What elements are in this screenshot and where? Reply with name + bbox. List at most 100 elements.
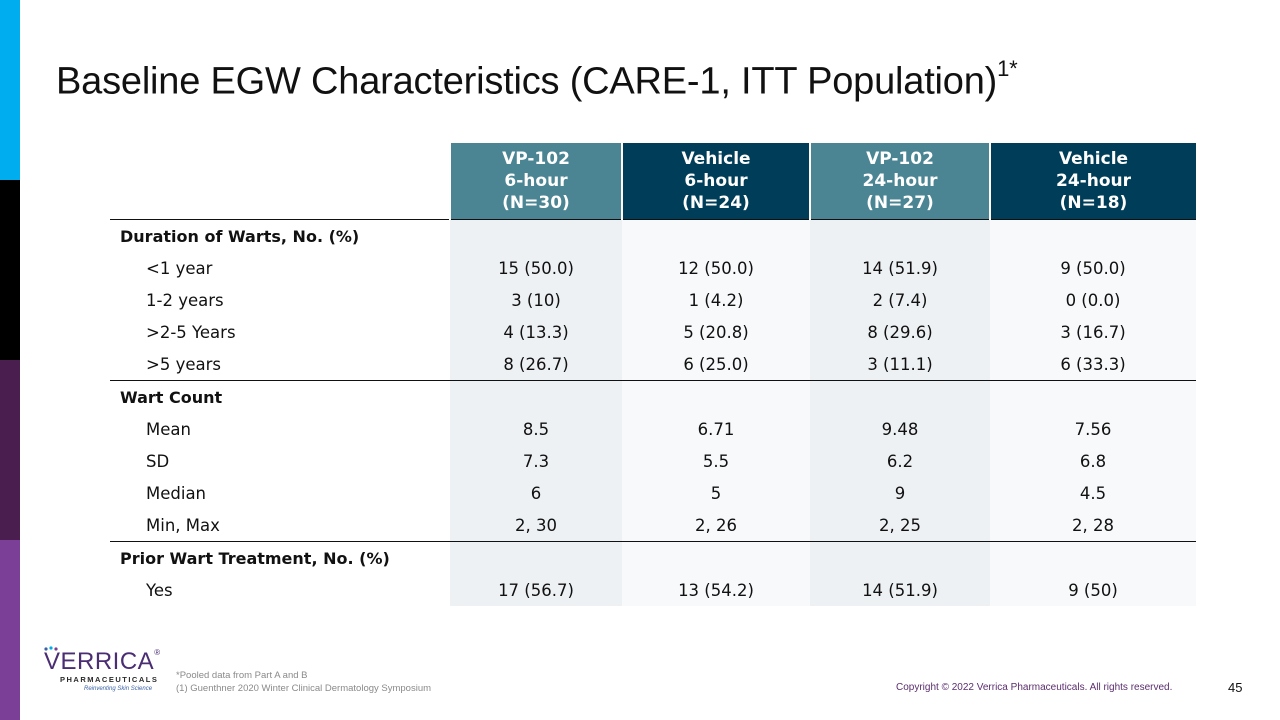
table-row: SD 7.3 5.5 6.2 6.8 (110, 445, 1196, 477)
table-row: Median 6 5 9 4.5 (110, 477, 1196, 509)
logo-name: VERRICA (44, 648, 155, 675)
value-cell: 5 (20.8) (622, 316, 810, 348)
value-cell: 7.56 (990, 413, 1196, 445)
row-label: <1 year (146, 258, 213, 278)
title-superscript: 1* (997, 56, 1018, 81)
logo-registered-mark: ® (154, 648, 161, 657)
header-line: VP-102 (866, 149, 934, 169)
header-line: Vehicle (1058, 149, 1129, 169)
value-cell: 12 (50.0) (622, 252, 810, 284)
logo-subtitle: PHARMACEUTICALS (60, 675, 159, 684)
row-label: >2-5 Years (146, 322, 236, 342)
value-cell: 4.5 (990, 477, 1196, 509)
empty-cell (810, 219, 990, 252)
section-label: Duration of Warts, No. (%) (120, 226, 360, 246)
value-cell: 8 (26.7) (450, 348, 622, 381)
header-vp102-6h: VP-102 6-hour (N=30) (449, 143, 622, 220)
header-line: Vehicle (681, 149, 751, 169)
value-cell: 14 (51.9) (810, 574, 990, 606)
value-cell: 3 (11.1) (810, 348, 990, 381)
section-label: Wart Count (120, 387, 223, 407)
header-line: (N=24) (682, 193, 750, 213)
row-label: 1-2 years (146, 290, 224, 310)
section-row: Prior Wart Treatment, No. (%) (110, 541, 1196, 574)
accent-bar (0, 0, 20, 720)
footnotes: *Pooled data from Part A and B (1) Guent… (176, 669, 431, 695)
value-cell: 3 (16.7) (990, 316, 1196, 348)
value-cell: 9.48 (810, 413, 990, 445)
header-vehicle-6h: Vehicle 6-hour (N=24) (621, 143, 810, 220)
header-line: (N=18) (1059, 193, 1128, 213)
value-cell: 8.5 (450, 413, 622, 445)
header-vp102-24h: VP-102 24-hour (N=27) (809, 143, 990, 220)
value-cell: 2, 25 (810, 509, 990, 542)
value-cell: 13 (54.2) (622, 574, 810, 606)
header-line: (N=30) (502, 193, 570, 213)
value-cell: 2, 26 (622, 509, 810, 542)
header-line: 6-hour (504, 171, 568, 191)
header-line: VP-102 (502, 149, 570, 169)
row-label: SD (146, 451, 170, 471)
value-cell: 1 (4.2) (622, 284, 810, 316)
value-cell: 15 (50.0) (450, 252, 622, 284)
row-label: Mean (146, 419, 191, 439)
row-label: Yes (146, 580, 173, 600)
value-cell: 2, 30 (450, 509, 622, 542)
value-cell: 2, 28 (990, 509, 1196, 542)
footnote: (1) Guenthner 2020 Winter Clinical Derma… (176, 683, 432, 694)
table-row: Yes 17 (56.7) 13 (54.2) 14 (51.9) 9 (50) (110, 574, 1196, 606)
accent-segment-black (0, 180, 20, 360)
value-cell: 9 (50.0) (990, 252, 1196, 284)
page-number: 45 (1228, 680, 1243, 695)
section-row: Duration of Warts, No. (%) (110, 219, 1196, 252)
value-cell: 5.5 (622, 445, 810, 477)
value-cell: 14 (51.9) (810, 252, 990, 284)
accent-segment-purple (0, 540, 20, 720)
table-row: 1-2 years 3 (10) 1 (4.2) 2 (7.4) 0 (0.0) (110, 284, 1196, 316)
table-row: Min, Max 2, 30 2, 26 2, 25 2, 28 (110, 509, 1196, 542)
section-row: Wart Count (110, 380, 1196, 413)
empty-cell (622, 380, 810, 413)
footnote: *Pooled data from Part A and B (176, 670, 308, 681)
header-line: (N=27) (866, 193, 934, 213)
empty-cell (450, 380, 622, 413)
table-row: <1 year 15 (50.0) 12 (50.0) 14 (51.9) 9 … (110, 252, 1196, 284)
empty-cell (990, 380, 1196, 413)
verrica-logo: VERRICA® PHARMACEUTICALS Reinventing Ski… (44, 646, 160, 696)
logo-wordmark: VERRICA® (44, 648, 161, 676)
table-row: Mean 8.5 6.71 9.48 7.56 (110, 413, 1196, 445)
value-cell: 9 (50) (990, 574, 1196, 606)
copyright-notice: Copyright © 2022 Verrica Pharmaceuticals… (896, 682, 1173, 693)
value-cell: 6.8 (990, 445, 1196, 477)
value-cell: 0 (0.0) (990, 284, 1196, 316)
row-label: >5 years (110, 348, 450, 381)
value-cell: 6 (33.3) (990, 348, 1196, 381)
value-cell: 6.2 (810, 445, 990, 477)
empty-cell (810, 541, 990, 574)
slide-title: Baseline EGW Characteristics (CARE-1, IT… (56, 56, 1018, 104)
table-row: >2-5 Years 4 (13.3) 5 (20.8) 8 (29.6) 3 … (110, 316, 1196, 348)
row-label: Min, Max (110, 509, 450, 542)
value-cell: 5 (622, 477, 810, 509)
empty-cell (622, 219, 810, 252)
value-cell: 3 (10) (450, 284, 622, 316)
empty-cell (622, 541, 810, 574)
row-label: Median (146, 483, 207, 503)
baseline-characteristics-table: VP-102 6-hour (N=30) Vehicle 6-hour (N=2… (110, 143, 1196, 606)
empty-cell (450, 541, 622, 574)
accent-segment-cyan (0, 0, 20, 180)
value-cell: 6 (25.0) (622, 348, 810, 381)
header-line: 6-hour (684, 171, 748, 191)
value-cell: 6.71 (622, 413, 810, 445)
value-cell: 7.3 (450, 445, 622, 477)
value-cell: 2 (7.4) (810, 284, 990, 316)
value-cell: 17 (56.7) (450, 574, 622, 606)
table-header-row: VP-102 6-hour (N=30) Vehicle 6-hour (N=2… (110, 143, 1196, 220)
empty-cell (810, 380, 990, 413)
header-line: 24-hour (862, 171, 938, 191)
section-label: Prior Wart Treatment, No. (%) (120, 548, 390, 568)
value-cell: 6 (450, 477, 622, 509)
value-cell: 9 (810, 477, 990, 509)
header-blank-cell (110, 143, 450, 220)
slide-title-text: Baseline EGW Characteristics (CARE-1, IT… (56, 60, 998, 103)
